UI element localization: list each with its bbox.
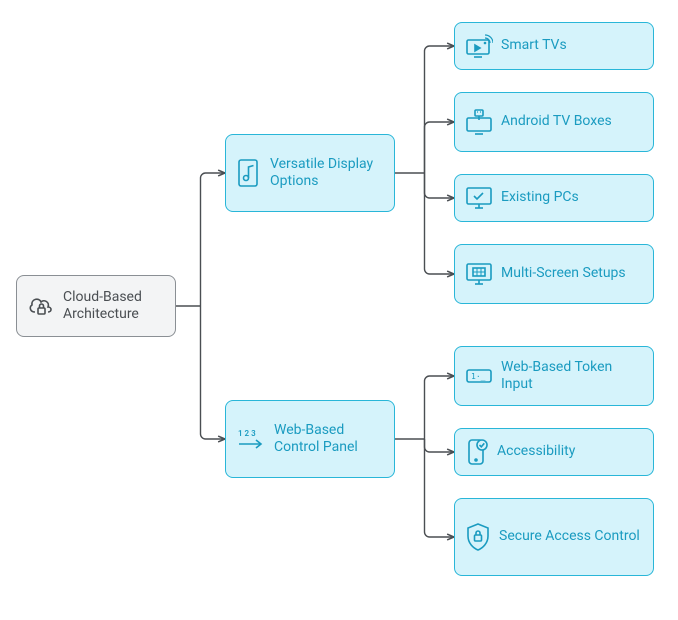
node-label: Secure Access Control — [499, 528, 640, 546]
node-label: Multi-Screen Setups — [501, 265, 626, 283]
node-label: Web-Based Token Input — [501, 359, 643, 394]
node-label: Smart TVs — [501, 37, 567, 55]
node-smart-tvs: Smart TVs — [454, 22, 654, 70]
node-root: Cloud-Based Architecture — [16, 275, 176, 337]
node-token-input: 1·_ Web-Based Token Input — [454, 346, 654, 406]
node-label: Cloud-Based Architecture — [63, 289, 165, 324]
node-secure-access: Secure Access Control — [454, 498, 654, 576]
grid-monitor-icon — [465, 260, 493, 288]
cloud-lock-icon — [27, 293, 55, 319]
node-label: Versatile Display Options — [270, 156, 384, 191]
svg-text:1 2 3: 1 2 3 — [238, 429, 256, 438]
music-file-icon — [236, 158, 262, 188]
node-accessibility: Accessibility — [454, 428, 654, 476]
node-control-panel: 1 2 3 Web-Based Control Panel — [225, 400, 395, 478]
node-android-boxes: Android TV Boxes — [454, 92, 654, 152]
node-label: Web-Based Control Panel — [274, 422, 384, 457]
svg-text:1·_: 1·_ — [471, 372, 486, 381]
node-label: Android TV Boxes — [501, 113, 612, 131]
node-label: Accessibility — [497, 443, 575, 461]
shield-lock-icon — [465, 522, 491, 552]
phone-check-icon — [465, 438, 489, 466]
node-label: Existing PCs — [501, 189, 579, 207]
node-display-options: Versatile Display Options — [225, 134, 395, 212]
smart-tv-icon — [465, 33, 493, 59]
token-input-icon: 1·_ — [465, 364, 493, 388]
node-multi-screen: Multi-Screen Setups — [454, 244, 654, 304]
node-existing-pcs: Existing PCs — [454, 174, 654, 222]
steps-arrow-icon: 1 2 3 — [236, 426, 266, 452]
usb-monitor-icon — [465, 108, 493, 136]
pc-check-icon — [465, 185, 493, 211]
